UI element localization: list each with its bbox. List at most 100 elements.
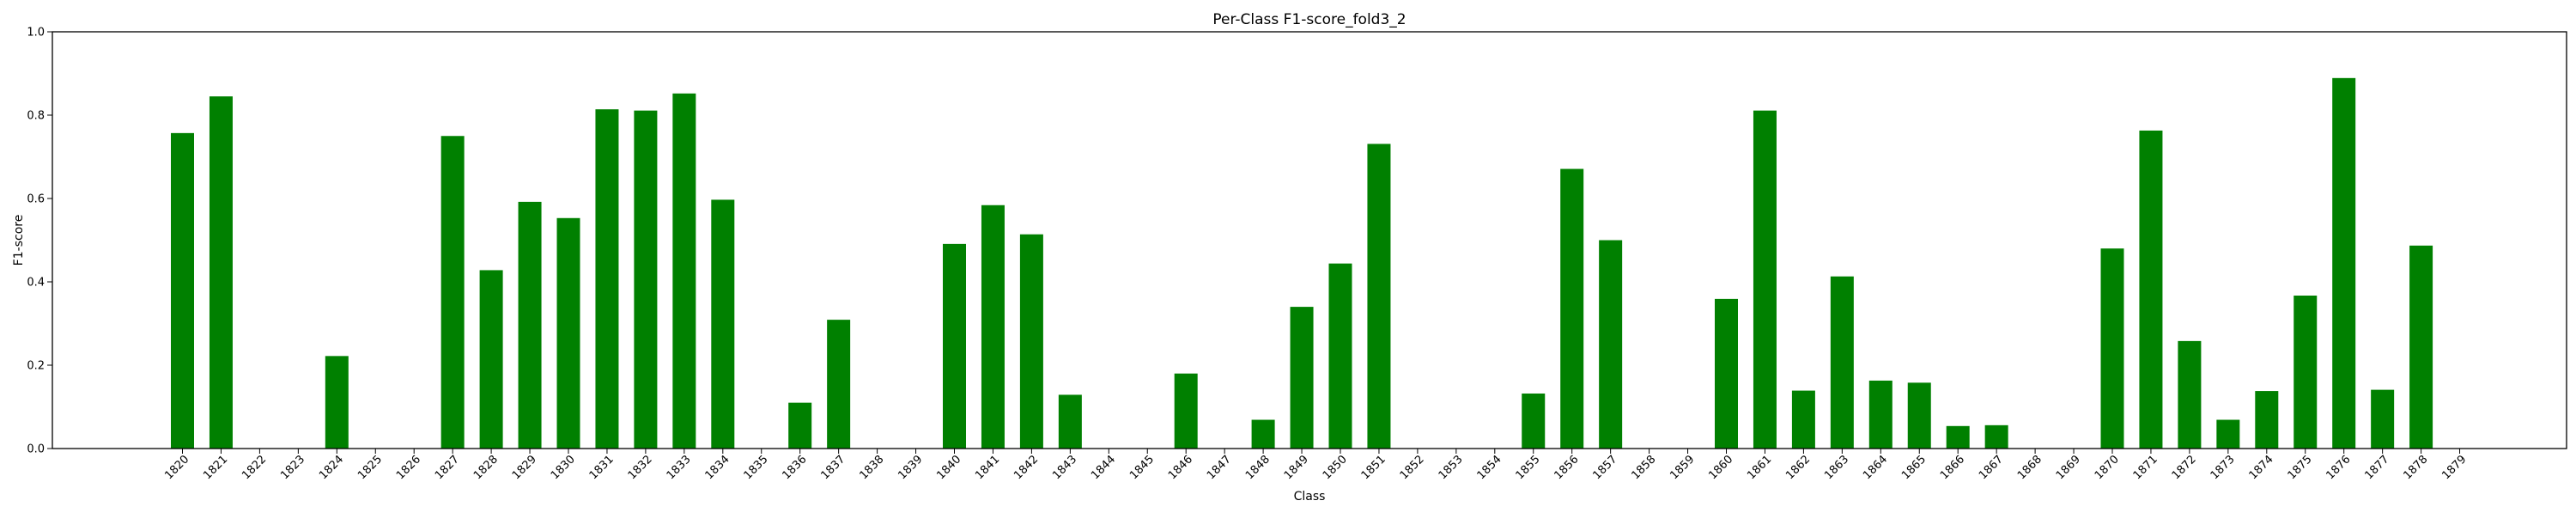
- bar-1848: [1251, 419, 1275, 449]
- x-tick-label: 1855: [1514, 453, 1543, 482]
- x-tick-label: 1847: [1205, 453, 1234, 482]
- x-tick-label: 1870: [2093, 453, 2122, 482]
- y-tick-label: 0.6: [27, 193, 45, 206]
- x-tick-label: 1879: [2439, 453, 2469, 482]
- x-tick-label: 1856: [1552, 453, 1582, 482]
- x-tick-label: 1857: [1590, 453, 1619, 482]
- x-tick-label: 1831: [587, 453, 617, 482]
- bar-1820: [171, 132, 194, 449]
- x-tick-label: 1839: [896, 453, 925, 482]
- bar-1832: [634, 110, 658, 449]
- x-tick-label: 1869: [2054, 453, 2083, 482]
- x-tick-label: 1862: [1783, 453, 1813, 482]
- bar-1863: [1830, 276, 1854, 449]
- bar-1877: [2371, 389, 2395, 449]
- x-tick-label: 1852: [1398, 453, 1427, 482]
- x-tick-label: 1854: [1475, 453, 1504, 482]
- bar-1827: [440, 136, 465, 449]
- x-tick-label: 1828: [471, 453, 501, 482]
- y-tick-label: 0.8: [27, 110, 45, 123]
- bar-1831: [595, 109, 619, 449]
- x-tick-label: 1850: [1321, 453, 1350, 482]
- chart-title: Per-Class F1-score_fold3_2: [1212, 11, 1406, 28]
- x-tick-label: 1834: [703, 453, 732, 482]
- x-tick-label: 1826: [394, 453, 423, 482]
- x-tick-label: 1853: [1437, 453, 1466, 482]
- bar-1830: [556, 217, 580, 449]
- bar-1860: [1715, 298, 1738, 449]
- bar-1842: [1019, 234, 1043, 449]
- x-axis-ticks: 1820 1821 1822 1823 1824 1825 1826 1827 1828 1829…: [162, 449, 2469, 482]
- bar-1871: [2139, 130, 2163, 449]
- plot-frame: [52, 31, 2567, 449]
- x-tick-label: 1829: [510, 453, 539, 482]
- bar-1878: [2409, 245, 2433, 449]
- bar-1843: [1058, 394, 1082, 449]
- x-tick-label: 1867: [1977, 453, 2006, 482]
- bar-1870: [2100, 248, 2124, 449]
- bar-1821: [209, 96, 233, 449]
- x-tick-label: 1842: [1012, 453, 1041, 482]
- x-tick-label: 1861: [1745, 453, 1774, 482]
- x-tick-label: 1863: [1822, 453, 1851, 482]
- bar-1873: [2216, 419, 2240, 449]
- x-tick-label: 1875: [2286, 453, 2315, 482]
- x-tick-label: 1840: [934, 453, 963, 482]
- x-tick-label: 1868: [2015, 453, 2044, 482]
- x-tick-label: 1864: [1861, 453, 1890, 482]
- x-tick-label: 1858: [1629, 453, 1658, 482]
- x-tick-label: 1824: [317, 453, 346, 482]
- y-tick-label: 0.4: [27, 277, 45, 290]
- x-tick-label: 1823: [278, 453, 307, 482]
- bar-1846: [1174, 373, 1198, 449]
- x-tick-label: 1844: [1089, 453, 1118, 482]
- bar-1833: [672, 93, 696, 449]
- x-tick-label: 1837: [818, 453, 848, 482]
- bars: [171, 77, 2433, 449]
- bar-1867: [1984, 424, 2008, 449]
- bar-1828: [479, 270, 503, 449]
- bar-1840: [943, 243, 966, 449]
- x-tick-label: 1821: [201, 453, 230, 482]
- x-tick-label: 1876: [2324, 453, 2354, 482]
- bar-1834: [711, 199, 735, 449]
- bar-1875: [2293, 296, 2318, 449]
- bar-1872: [2178, 340, 2202, 449]
- x-tick-label: 1866: [1938, 453, 1967, 482]
- x-tick-label: 1846: [1166, 453, 1195, 482]
- bar-1850: [1328, 263, 1352, 449]
- x-tick-label: 1820: [162, 453, 191, 482]
- x-tick-label: 1845: [1127, 453, 1157, 482]
- x-tick-label: 1838: [857, 453, 886, 482]
- bar-1865: [1907, 382, 1931, 449]
- y-tick-label: 0.0: [27, 443, 45, 456]
- bar-1862: [1791, 390, 1815, 449]
- x-tick-label: 1851: [1359, 453, 1388, 482]
- x-tick-label: 1860: [1706, 453, 1735, 482]
- x-axis-label: Class: [1294, 490, 1326, 504]
- x-tick-label: 1830: [549, 453, 578, 482]
- x-tick-label: 1878: [2401, 453, 2430, 482]
- bar-1851: [1367, 143, 1391, 449]
- x-tick-label: 1865: [1899, 453, 1929, 482]
- bar-1849: [1290, 307, 1314, 449]
- x-tick-label: 1873: [2208, 453, 2238, 482]
- bar-1856: [1560, 168, 1584, 449]
- bar-1876: [2332, 77, 2356, 449]
- bar-1841: [981, 205, 1005, 449]
- y-axis-ticks: 0.0 0.2 0.4 0.6 0.8 1.0: [27, 27, 52, 456]
- y-tick-label: 1.0: [27, 27, 45, 40]
- bar-1857: [1599, 240, 1623, 449]
- bar-1874: [2255, 391, 2279, 449]
- x-tick-label: 1848: [1243, 453, 1273, 482]
- bar-1824: [325, 356, 349, 449]
- x-tick-label: 1822: [240, 453, 269, 482]
- x-tick-label: 1836: [781, 453, 810, 482]
- x-tick-label: 1872: [2170, 453, 2199, 482]
- x-tick-label: 1832: [626, 453, 655, 482]
- bar-1864: [1868, 380, 1893, 449]
- x-tick-label: 1843: [1050, 453, 1079, 482]
- x-tick-label: 1835: [742, 453, 771, 482]
- bar-1836: [788, 402, 812, 449]
